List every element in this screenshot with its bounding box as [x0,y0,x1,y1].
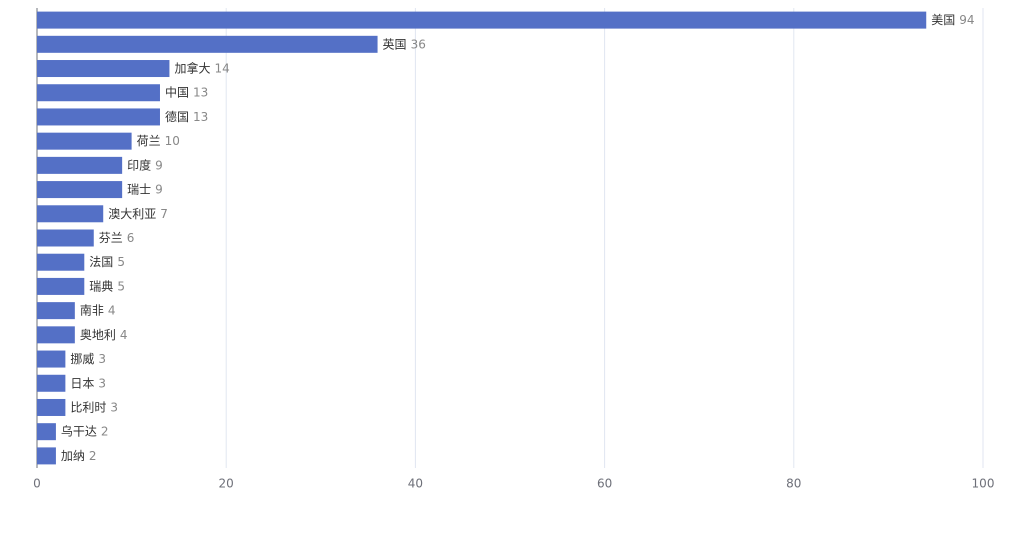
value-label: 9 [155,182,163,196]
bar [37,350,66,368]
bar [37,423,56,441]
data-label: 英国 36 [383,37,426,51]
data-label: 瑞典 5 [89,279,125,293]
data-label: 法国 5 [89,255,125,269]
x-tick-label: 20 [219,477,234,491]
value-label: 2 [89,448,97,462]
data-label: 比利时 3 [70,400,118,414]
bar [37,84,160,102]
value-label: 4 [108,303,116,317]
data-label: 南非 4 [80,302,116,317]
x-tick-label: 100 [972,477,995,491]
bar [37,253,85,271]
value-label: 36 [411,37,426,51]
bar [37,181,123,199]
value-label: 10 [165,134,180,148]
bar [37,35,378,53]
bar [37,277,85,295]
category-label: 奥地利 [80,327,116,341]
value-label: 3 [110,400,118,414]
bar [37,108,160,126]
category-label: 澳大利亚 [108,206,156,220]
data-label: 奥地利 4 [80,327,128,341]
value-label: 3 [98,376,106,390]
category-label: 比利时 [70,400,106,414]
bar [37,156,123,174]
category-label: 挪威 [70,352,94,366]
bar [37,374,66,392]
bar [37,302,75,320]
x-tick-label: 60 [597,477,612,491]
x-tick-label: 40 [408,477,423,491]
category-label: 德国 [165,108,189,123]
category-label: 加纳 [61,448,85,462]
category-label: 印度 [127,157,151,172]
value-label: 2 [101,424,109,438]
category-label: 瑞士 [127,182,151,196]
category-label: 英国 [383,37,407,51]
category-label: 美国 [931,13,955,27]
bar [37,447,56,465]
category-label: 中国 [165,84,189,99]
value-label: 14 [214,61,229,75]
bar [37,398,66,416]
data-label: 澳大利亚 7 [108,206,168,220]
bar [37,326,75,344]
value-label: 5 [117,255,125,269]
data-label: 加拿大 14 [174,60,229,75]
data-label: 乌干达 2 [61,423,109,438]
category-label: 瑞典 [89,279,113,293]
data-label: 荷兰 10 [137,134,180,148]
value-label: 13 [193,109,208,123]
value-label: 94 [959,13,974,27]
value-label: 4 [120,327,128,341]
data-label: 瑞士 9 [127,182,163,196]
category-label: 芬兰 [99,231,123,245]
bar [37,132,132,150]
value-label: 7 [160,206,168,220]
value-label: 3 [98,352,106,366]
bar [37,11,927,29]
bar [37,229,94,247]
bar [37,60,170,78]
category-label: 日本 [70,376,94,390]
data-label: 德国 13 [165,108,208,123]
x-tick-label: 0 [33,477,41,491]
value-label: 9 [155,158,163,172]
x-tick-label: 80 [786,477,801,491]
category-label: 荷兰 [137,134,161,148]
bar [37,205,104,223]
value-label: 6 [127,231,135,245]
data-label: 日本 3 [70,376,106,390]
category-label: 加拿大 [174,60,210,75]
category-label: 乌干达 [61,423,97,438]
data-label: 印度 9 [127,157,163,172]
category-label: 法国 [89,255,113,269]
value-label: 13 [193,85,208,99]
category-label: 南非 [80,302,104,317]
data-label: 加纳 2 [61,448,97,462]
data-label: 芬兰 6 [99,231,135,245]
value-label: 5 [117,279,125,293]
data-label: 中国 13 [165,84,208,99]
data-label: 美国 94 [931,13,974,27]
data-label: 挪威 3 [70,352,106,366]
